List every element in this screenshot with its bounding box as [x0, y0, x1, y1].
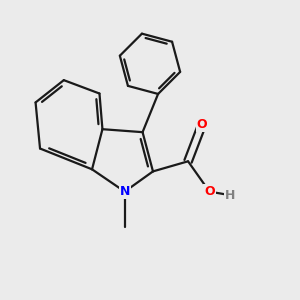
Text: H: H: [225, 189, 236, 202]
Text: N: N: [119, 185, 130, 198]
Text: O: O: [197, 118, 207, 131]
Text: O: O: [204, 185, 215, 198]
